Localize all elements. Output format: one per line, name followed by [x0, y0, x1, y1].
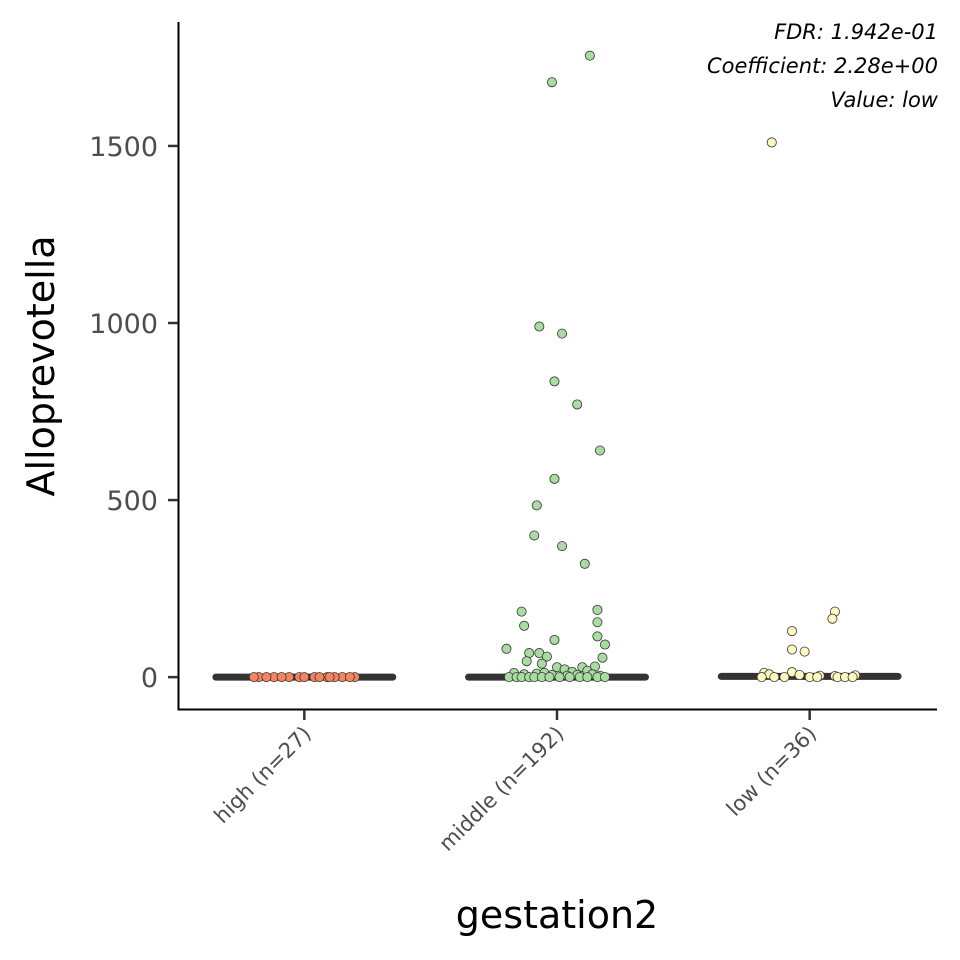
data-point [516, 606, 527, 617]
data-point [314, 672, 325, 683]
axes [177, 22, 937, 711]
data-point [584, 50, 595, 61]
data-point [549, 473, 560, 484]
data-point [600, 672, 611, 683]
data-point [594, 445, 605, 456]
data-point [794, 670, 805, 681]
x-ticks: high (n=27) middle (n=192) low (n=36) [209, 710, 821, 856]
data-point [779, 672, 790, 683]
x-tick-label: middle (n=192) [434, 722, 568, 856]
data-point [536, 658, 547, 669]
data-point [592, 617, 603, 628]
data-point [592, 604, 603, 615]
data-point [554, 672, 565, 683]
data-point [248, 672, 259, 683]
y-ticks: 0 500 1000 1500 [89, 132, 178, 694]
y-tick-label: 0 [141, 663, 158, 694]
data-point [521, 656, 532, 667]
data-point [766, 137, 777, 148]
data-point [531, 500, 542, 511]
data-point [786, 644, 797, 655]
data-point [564, 672, 575, 683]
data-point [756, 672, 767, 683]
data-point [847, 672, 858, 683]
data-point [769, 672, 780, 683]
data-point [534, 321, 545, 332]
data-point [582, 672, 593, 683]
data-point [827, 613, 838, 624]
data-point [579, 558, 590, 569]
x-tick-label: high (n=27) [209, 722, 315, 828]
data-points [248, 50, 861, 683]
data-point [549, 376, 560, 387]
data-point [541, 651, 552, 662]
x-axis-title: gestation2 [456, 893, 658, 937]
stat-annotation: Coefficient: 2.28e+00 [707, 54, 938, 78]
data-point [546, 77, 557, 88]
data-point [276, 672, 287, 683]
annotations: FDR: 1.942e-01 Coefficient: 2.28e+00 Value… [707, 20, 939, 112]
data-point [557, 541, 568, 552]
y-tick-label: 500 [106, 486, 158, 517]
data-point [572, 399, 583, 410]
data-point [592, 631, 603, 642]
stat-annotation: FDR: 1.942e-01 [774, 20, 938, 44]
data-point [261, 672, 272, 683]
data-point [519, 620, 530, 631]
data-point [544, 672, 555, 683]
data-point [344, 672, 355, 683]
y-axis-title: Alloprevotella [19, 235, 63, 496]
y-tick-label: 1500 [89, 132, 158, 163]
data-point [299, 672, 310, 683]
x-tick-label: low (n=36) [722, 722, 821, 821]
data-point [812, 672, 823, 683]
stat-annotation: Value: low [830, 88, 938, 112]
data-point [799, 646, 810, 657]
data-point [529, 530, 540, 541]
data-point [557, 328, 568, 339]
data-point [786, 626, 797, 637]
data-point [324, 672, 335, 683]
data-point [549, 634, 560, 645]
y-tick-label: 1000 [89, 309, 158, 340]
data-point [600, 639, 611, 650]
data-point [501, 643, 512, 654]
data-point [597, 652, 608, 663]
